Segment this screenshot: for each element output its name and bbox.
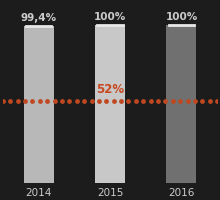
Text: 100%: 100% bbox=[165, 12, 198, 22]
Point bbox=[215, 100, 219, 103]
Point bbox=[97, 100, 101, 103]
Point bbox=[127, 100, 130, 103]
Point bbox=[23, 100, 27, 103]
Point bbox=[156, 100, 160, 103]
Text: 100%: 100% bbox=[94, 12, 126, 22]
Point bbox=[8, 100, 12, 103]
Point bbox=[82, 100, 86, 103]
Point bbox=[119, 100, 123, 103]
Point bbox=[186, 100, 189, 103]
Bar bbox=[95, 26, 125, 183]
Point bbox=[171, 100, 175, 103]
Point bbox=[38, 100, 42, 103]
Point bbox=[112, 100, 116, 103]
Bar bbox=[24, 27, 53, 183]
Point bbox=[53, 100, 56, 103]
Point bbox=[75, 100, 79, 103]
Point bbox=[134, 100, 138, 103]
Point bbox=[90, 100, 93, 103]
Point bbox=[208, 100, 212, 103]
Point bbox=[178, 100, 182, 103]
Point bbox=[45, 100, 49, 103]
Point bbox=[193, 100, 197, 103]
Point bbox=[104, 100, 108, 103]
Bar bbox=[167, 26, 196, 183]
Point bbox=[60, 100, 64, 103]
Text: 52%: 52% bbox=[96, 82, 124, 95]
Point bbox=[149, 100, 152, 103]
Point bbox=[16, 100, 19, 103]
Point bbox=[31, 100, 34, 103]
Point bbox=[1, 100, 5, 103]
Point bbox=[141, 100, 145, 103]
Point bbox=[164, 100, 167, 103]
Point bbox=[68, 100, 71, 103]
Text: 99,4%: 99,4% bbox=[20, 13, 57, 23]
Point bbox=[201, 100, 204, 103]
